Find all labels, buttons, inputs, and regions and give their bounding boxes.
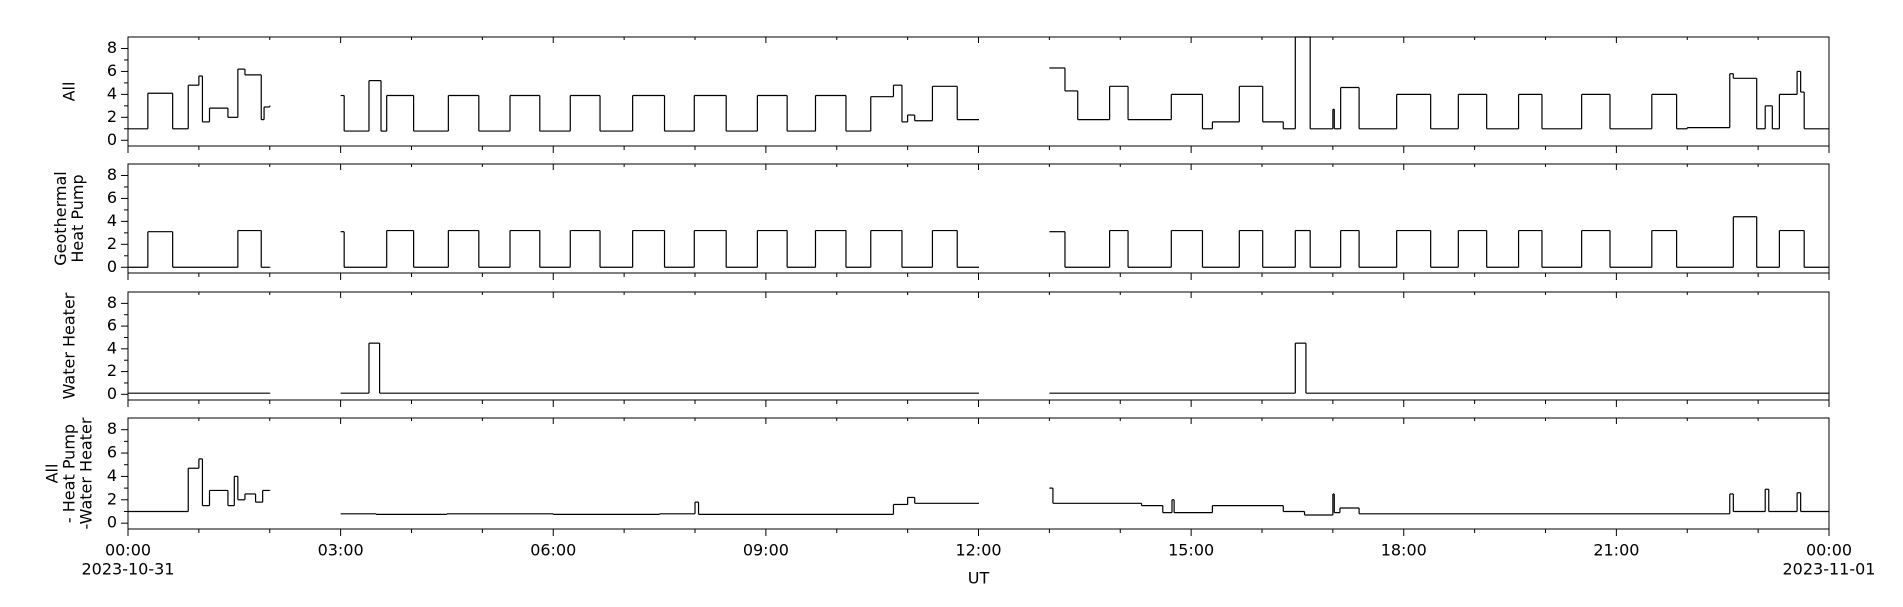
y-tick-label: 0 (107, 513, 117, 532)
date-label: 2023-11-01 (1783, 560, 1876, 579)
x-tick-label: 18:00 (1381, 541, 1427, 560)
step-riser (147, 216, 1805, 268)
series (128, 36, 1830, 132)
x-tick-label: 21:00 (1593, 541, 1639, 560)
x-tick-label: 15:00 (1168, 541, 1214, 560)
x-tick-label: 00:00 (105, 541, 151, 560)
y-tick-label: 2 (107, 107, 117, 126)
step-riser (187, 458, 1802, 515)
y-tick-label: 0 (107, 130, 117, 149)
x-tick-label: 03:00 (318, 541, 364, 560)
y-axis-label: All (43, 464, 62, 484)
panel-frame (127, 291, 1830, 401)
step-riser (147, 37, 1805, 132)
series (128, 216, 1830, 268)
panel-frame (127, 163, 1830, 274)
y-axis-label: All (60, 82, 79, 102)
y-tick-label: 8 (107, 419, 117, 438)
date-label: 2023-10-31 (82, 560, 175, 579)
y-tick-label: 0 (107, 257, 117, 276)
y-tick-label: 4 (107, 466, 117, 485)
y-tick-label: 2 (107, 234, 117, 253)
step-riser (368, 343, 1307, 394)
y-tick-label: 6 (107, 316, 117, 335)
y-tick-label: 6 (107, 443, 117, 462)
y-tick-label: 8 (107, 38, 117, 57)
y-tick-label: 0 (107, 384, 117, 403)
y-axis-label: - Heat Pump (60, 424, 79, 523)
x-tick-label: 12:00 (955, 541, 1001, 560)
y-tick-label: 4 (107, 211, 117, 230)
y-tick-label: 6 (107, 188, 117, 207)
y-tick-label: 4 (107, 338, 117, 357)
x-tick-label: 00:00 (1806, 541, 1852, 560)
y-tick-label: 2 (107, 361, 117, 380)
x-axis-label: UT (968, 569, 990, 588)
y-axis-label: Geothermal (51, 171, 70, 265)
y-tick-label: 8 (107, 293, 117, 312)
x-tick-label: 06:00 (530, 541, 576, 560)
panel-frame (127, 417, 1830, 530)
y-axis-label: Water Heater (60, 292, 79, 399)
y-axis-label: Heat Pump (68, 174, 87, 262)
panel-frame (127, 36, 1830, 147)
y-tick-label: 2 (107, 489, 117, 508)
series (128, 458, 1830, 516)
y-tick-label: 8 (107, 165, 117, 184)
y-axis-label: -Water Heater (77, 417, 96, 529)
y-tick-label: 6 (107, 61, 117, 80)
y-tick-label: 4 (107, 84, 117, 103)
x-tick-label: 09:00 (743, 541, 789, 560)
series (128, 342, 1830, 394)
